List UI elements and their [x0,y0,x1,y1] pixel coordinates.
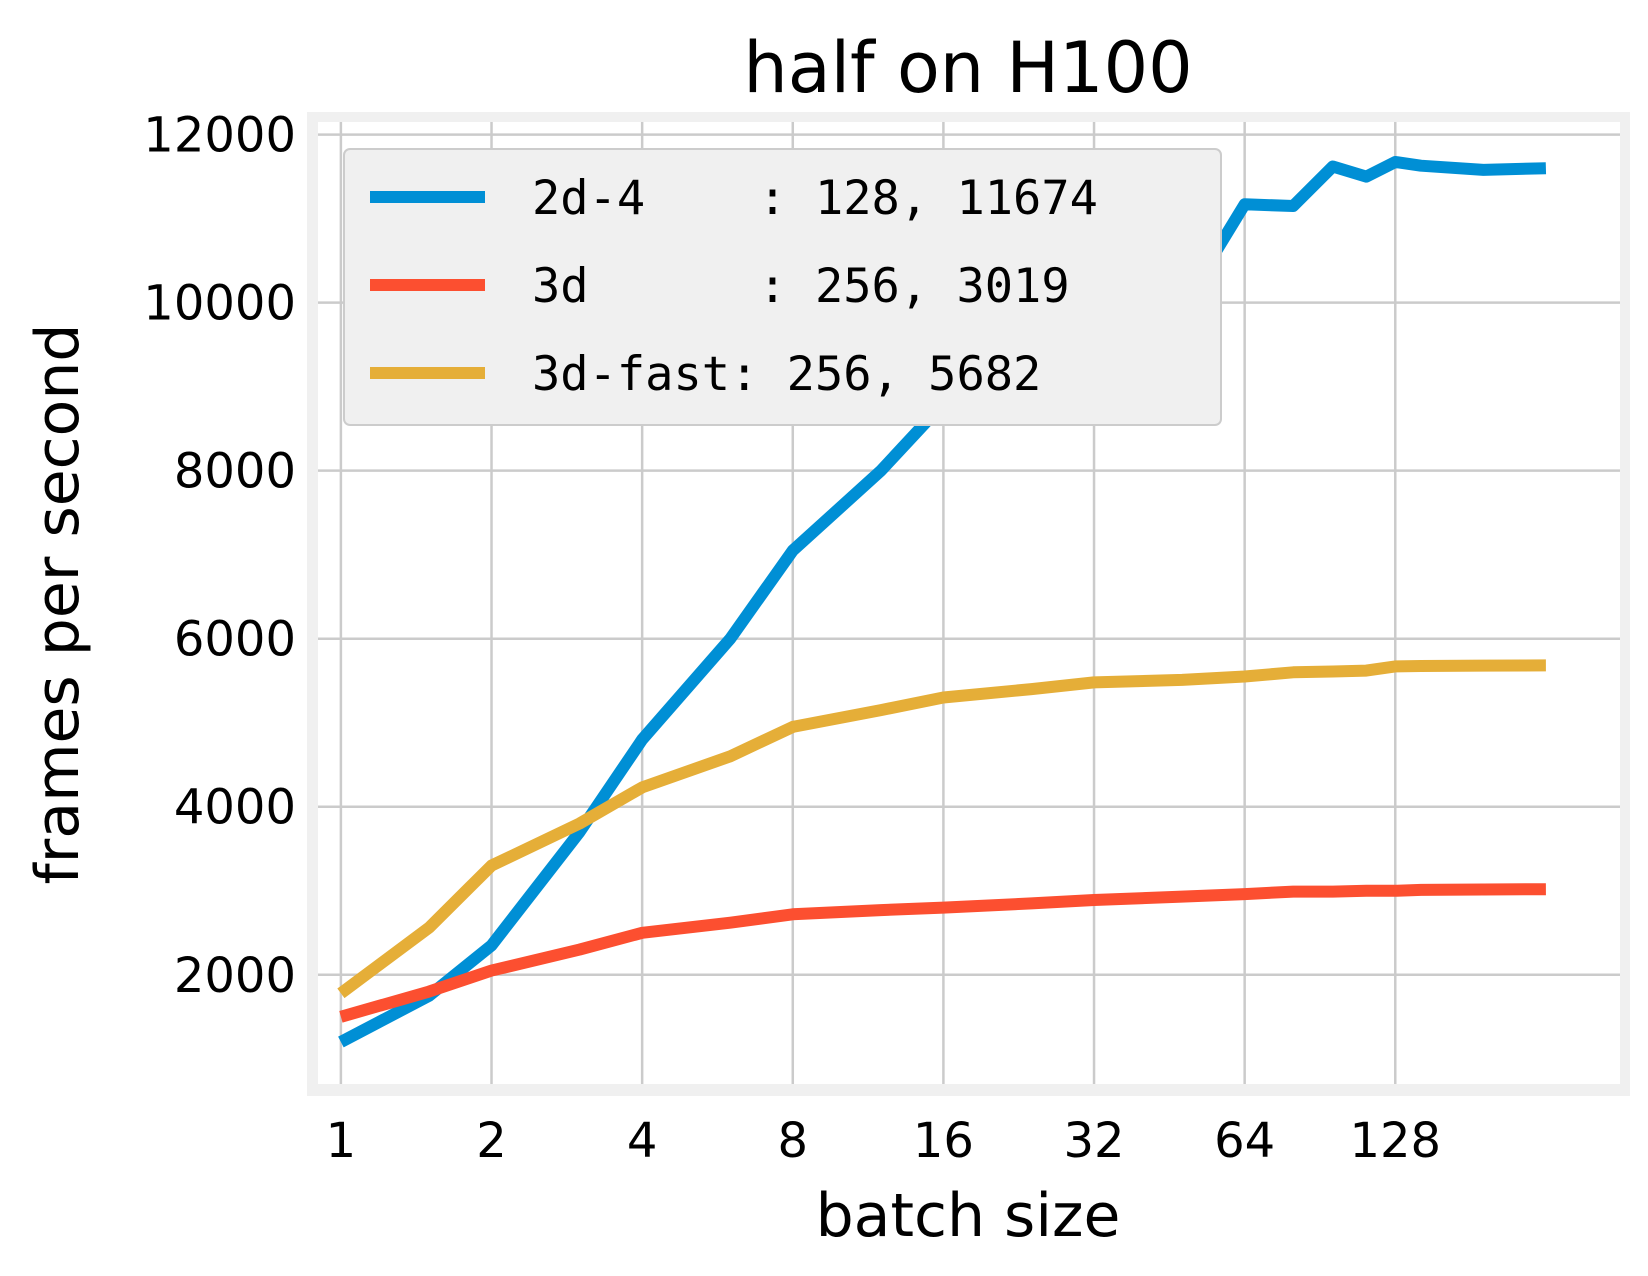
legend-item-2d-4: 2d-4 : 128, 11674 [370,171,1098,226]
series-line-3d-fast [337,659,1546,999]
y-tick-label: 12000 [143,108,296,164]
y-tick-label: 8000 [174,444,296,500]
legend-box [343,148,1222,426]
x-tick-label: 128 [1349,1113,1441,1169]
x-tick-label: 2 [476,1113,507,1169]
x-tick-label: 64 [1214,1113,1275,1169]
y-axis-label: frames per second [23,324,93,885]
x-tick-label: 16 [913,1113,974,1169]
x-tick-label: 1 [326,1113,357,1169]
x-tick-label: 4 [627,1113,658,1169]
x-tick-label: 8 [778,1113,809,1169]
y-tick-label: 2000 [174,948,296,1004]
x-tick-labels: 1 2 4 8 16 32 64 128 [326,1113,1441,1169]
chart-title: half on H100 [743,27,1192,109]
y-tick-label: 4000 [174,780,296,836]
x-tick-label: 32 [1063,1113,1124,1169]
x-axis-label: batch size [816,1181,1121,1251]
y-tick-labels: 2000 4000 6000 8000 10000 12000 [143,108,296,1004]
legend-label: 3d : 256, 3019 [532,259,1070,314]
legend-item-3d-fast: 3d-fast: 256, 5682 [370,347,1041,402]
legend-item-3d: 3d : 256, 3019 [370,259,1070,314]
legend-label: 3d-fast: 256, 5682 [532,347,1041,402]
y-tick-label: 6000 [174,612,296,668]
legend: 2d-4 : 128, 11674 3d : 256, 3019 3d-fast: … [343,148,1222,426]
legend-label: 2d-4 : 128, 11674 [532,171,1098,226]
y-tick-label: 10000 [143,276,296,332]
series-line-3d [339,883,1546,1023]
